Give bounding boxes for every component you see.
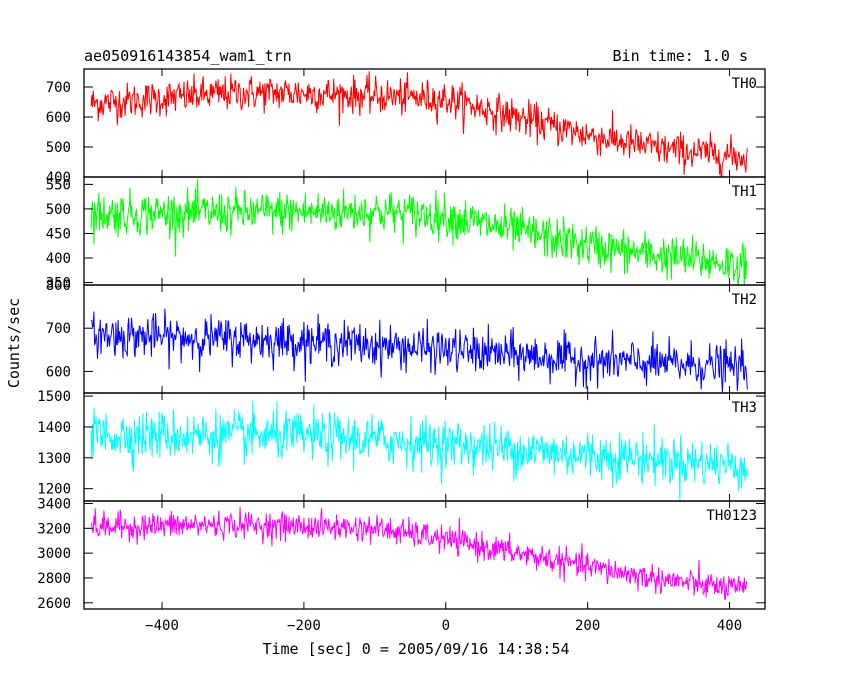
panel-label-th2: TH2 (732, 292, 757, 308)
y-tick-label: 400 (46, 170, 71, 186)
x-tick-label: 200 (575, 618, 600, 634)
panel-label-th0123: TH0123 (706, 508, 757, 524)
y-tick-label: 2600 (37, 596, 71, 612)
x-axis-label: Time [sec] 0 = 2005/09/16 14:38:54 (262, 640, 569, 658)
y-tick-label: 600 (46, 364, 71, 380)
chart-title: ae050916143854_wam1_trn (84, 47, 292, 65)
y-tick-label: 450 (46, 226, 71, 242)
series-th3 (90, 400, 748, 501)
series-th2 (90, 308, 748, 393)
series-th1 (90, 178, 748, 285)
y-tick-label: 3400 (37, 496, 71, 512)
panels-group: 400 500 600 700 TH0 350 400 450 500 550 TH1 600 700 8… (37, 68, 766, 634)
x-tick-label: 400 (717, 618, 742, 634)
series-th0 (90, 71, 748, 177)
panel-label-th3: TH3 (732, 400, 757, 416)
y-tick-label: 1400 (37, 420, 71, 436)
y-tick-label: 550 (46, 177, 71, 193)
y-tick-label: 1300 (37, 451, 71, 467)
y-tick-label: 500 (46, 140, 71, 156)
x-tick-label: −200 (287, 618, 321, 634)
x-tick-label: 0 (442, 618, 450, 634)
y-tick-label: 3000 (37, 546, 71, 562)
panel-label-th1: TH1 (732, 184, 757, 200)
y-tick-label: 1500 (37, 389, 71, 405)
y-tick-label: 400 (46, 251, 71, 267)
y-tick-label: 3200 (37, 521, 71, 537)
panel-frame-th3 (83, 392, 766, 502)
y-tick-label: 700 (46, 80, 71, 96)
y-axis-label: Counts/sec (5, 298, 23, 388)
panel-label-th0: TH0 (732, 76, 757, 92)
bin-time-label: Bin time: 1.0 s (613, 47, 748, 65)
y-tick-label: 600 (46, 110, 71, 126)
y-tick-label: 700 (46, 321, 71, 337)
y-tick-label: 2800 (37, 571, 71, 587)
y-tick-label: 800 (46, 278, 71, 294)
series-th0123 (90, 506, 748, 601)
y-tick-label: 1200 (37, 482, 71, 498)
panel-frame-th0 (83, 68, 766, 178)
x-tick-label: −400 (145, 618, 179, 634)
y-tick-label: 350 (46, 276, 71, 292)
y-tick-label: 500 (46, 202, 71, 218)
panel-frame-th0123 (83, 500, 766, 610)
